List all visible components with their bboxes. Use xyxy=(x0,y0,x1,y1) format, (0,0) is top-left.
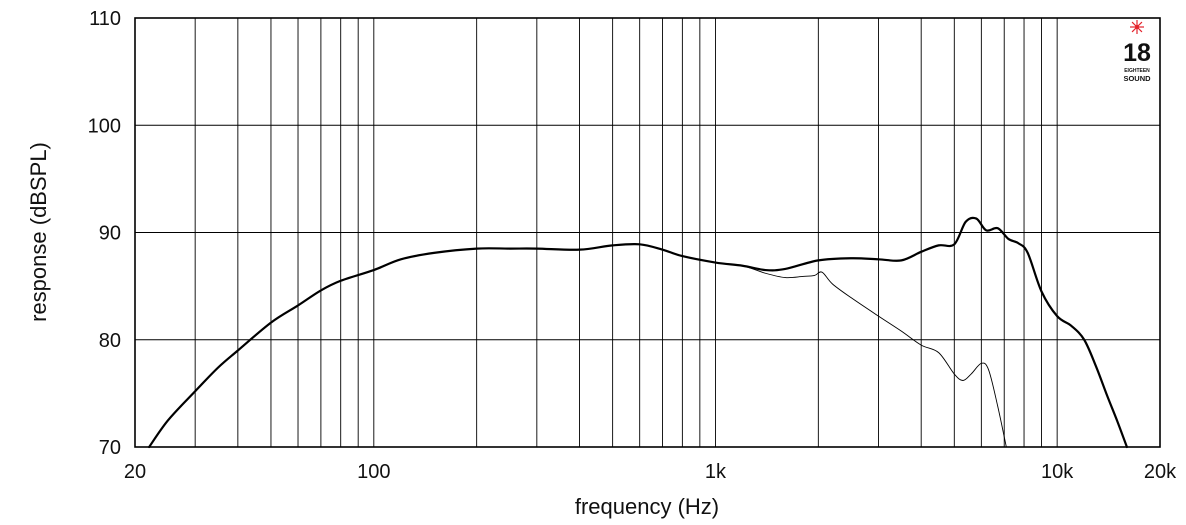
grid-lines xyxy=(135,18,1160,447)
y-tick-label: 100 xyxy=(88,115,121,137)
series-layer xyxy=(148,216,1128,449)
star-core xyxy=(1135,25,1139,29)
response-line-thick xyxy=(148,216,1128,449)
plot-frame xyxy=(134,17,1161,448)
x-tick-label: 100 xyxy=(357,461,390,483)
x-tick-label: 20k xyxy=(1144,461,1177,483)
x-axis-label: frequency (Hz) xyxy=(575,494,719,519)
x-tick-labels: 20 100 1k 10k 20k xyxy=(124,461,1177,483)
y-tick-label: 80 xyxy=(99,330,121,352)
y-tick-label: 110 xyxy=(89,8,121,30)
y-tick-label: 90 xyxy=(99,223,121,245)
x-tick-label: 10k xyxy=(1041,461,1074,483)
response-line-thin xyxy=(715,262,1007,448)
x-tick-label: 20 xyxy=(124,461,146,483)
logo-word: SOUND xyxy=(1123,74,1151,83)
brand-logo: 18 EIGHTEEN SOUND xyxy=(1123,20,1151,83)
star-icon xyxy=(1130,20,1144,34)
x-tick-label: 1k xyxy=(705,461,727,483)
y-axis-label: response (dBSPL) xyxy=(26,142,51,322)
y-tick-label: 70 xyxy=(99,437,121,459)
logo-small-text: EIGHTEEN xyxy=(1124,68,1150,74)
logo-number: 18 xyxy=(1123,39,1151,67)
y-tick-labels: 70 80 90 100 110 xyxy=(88,8,121,459)
